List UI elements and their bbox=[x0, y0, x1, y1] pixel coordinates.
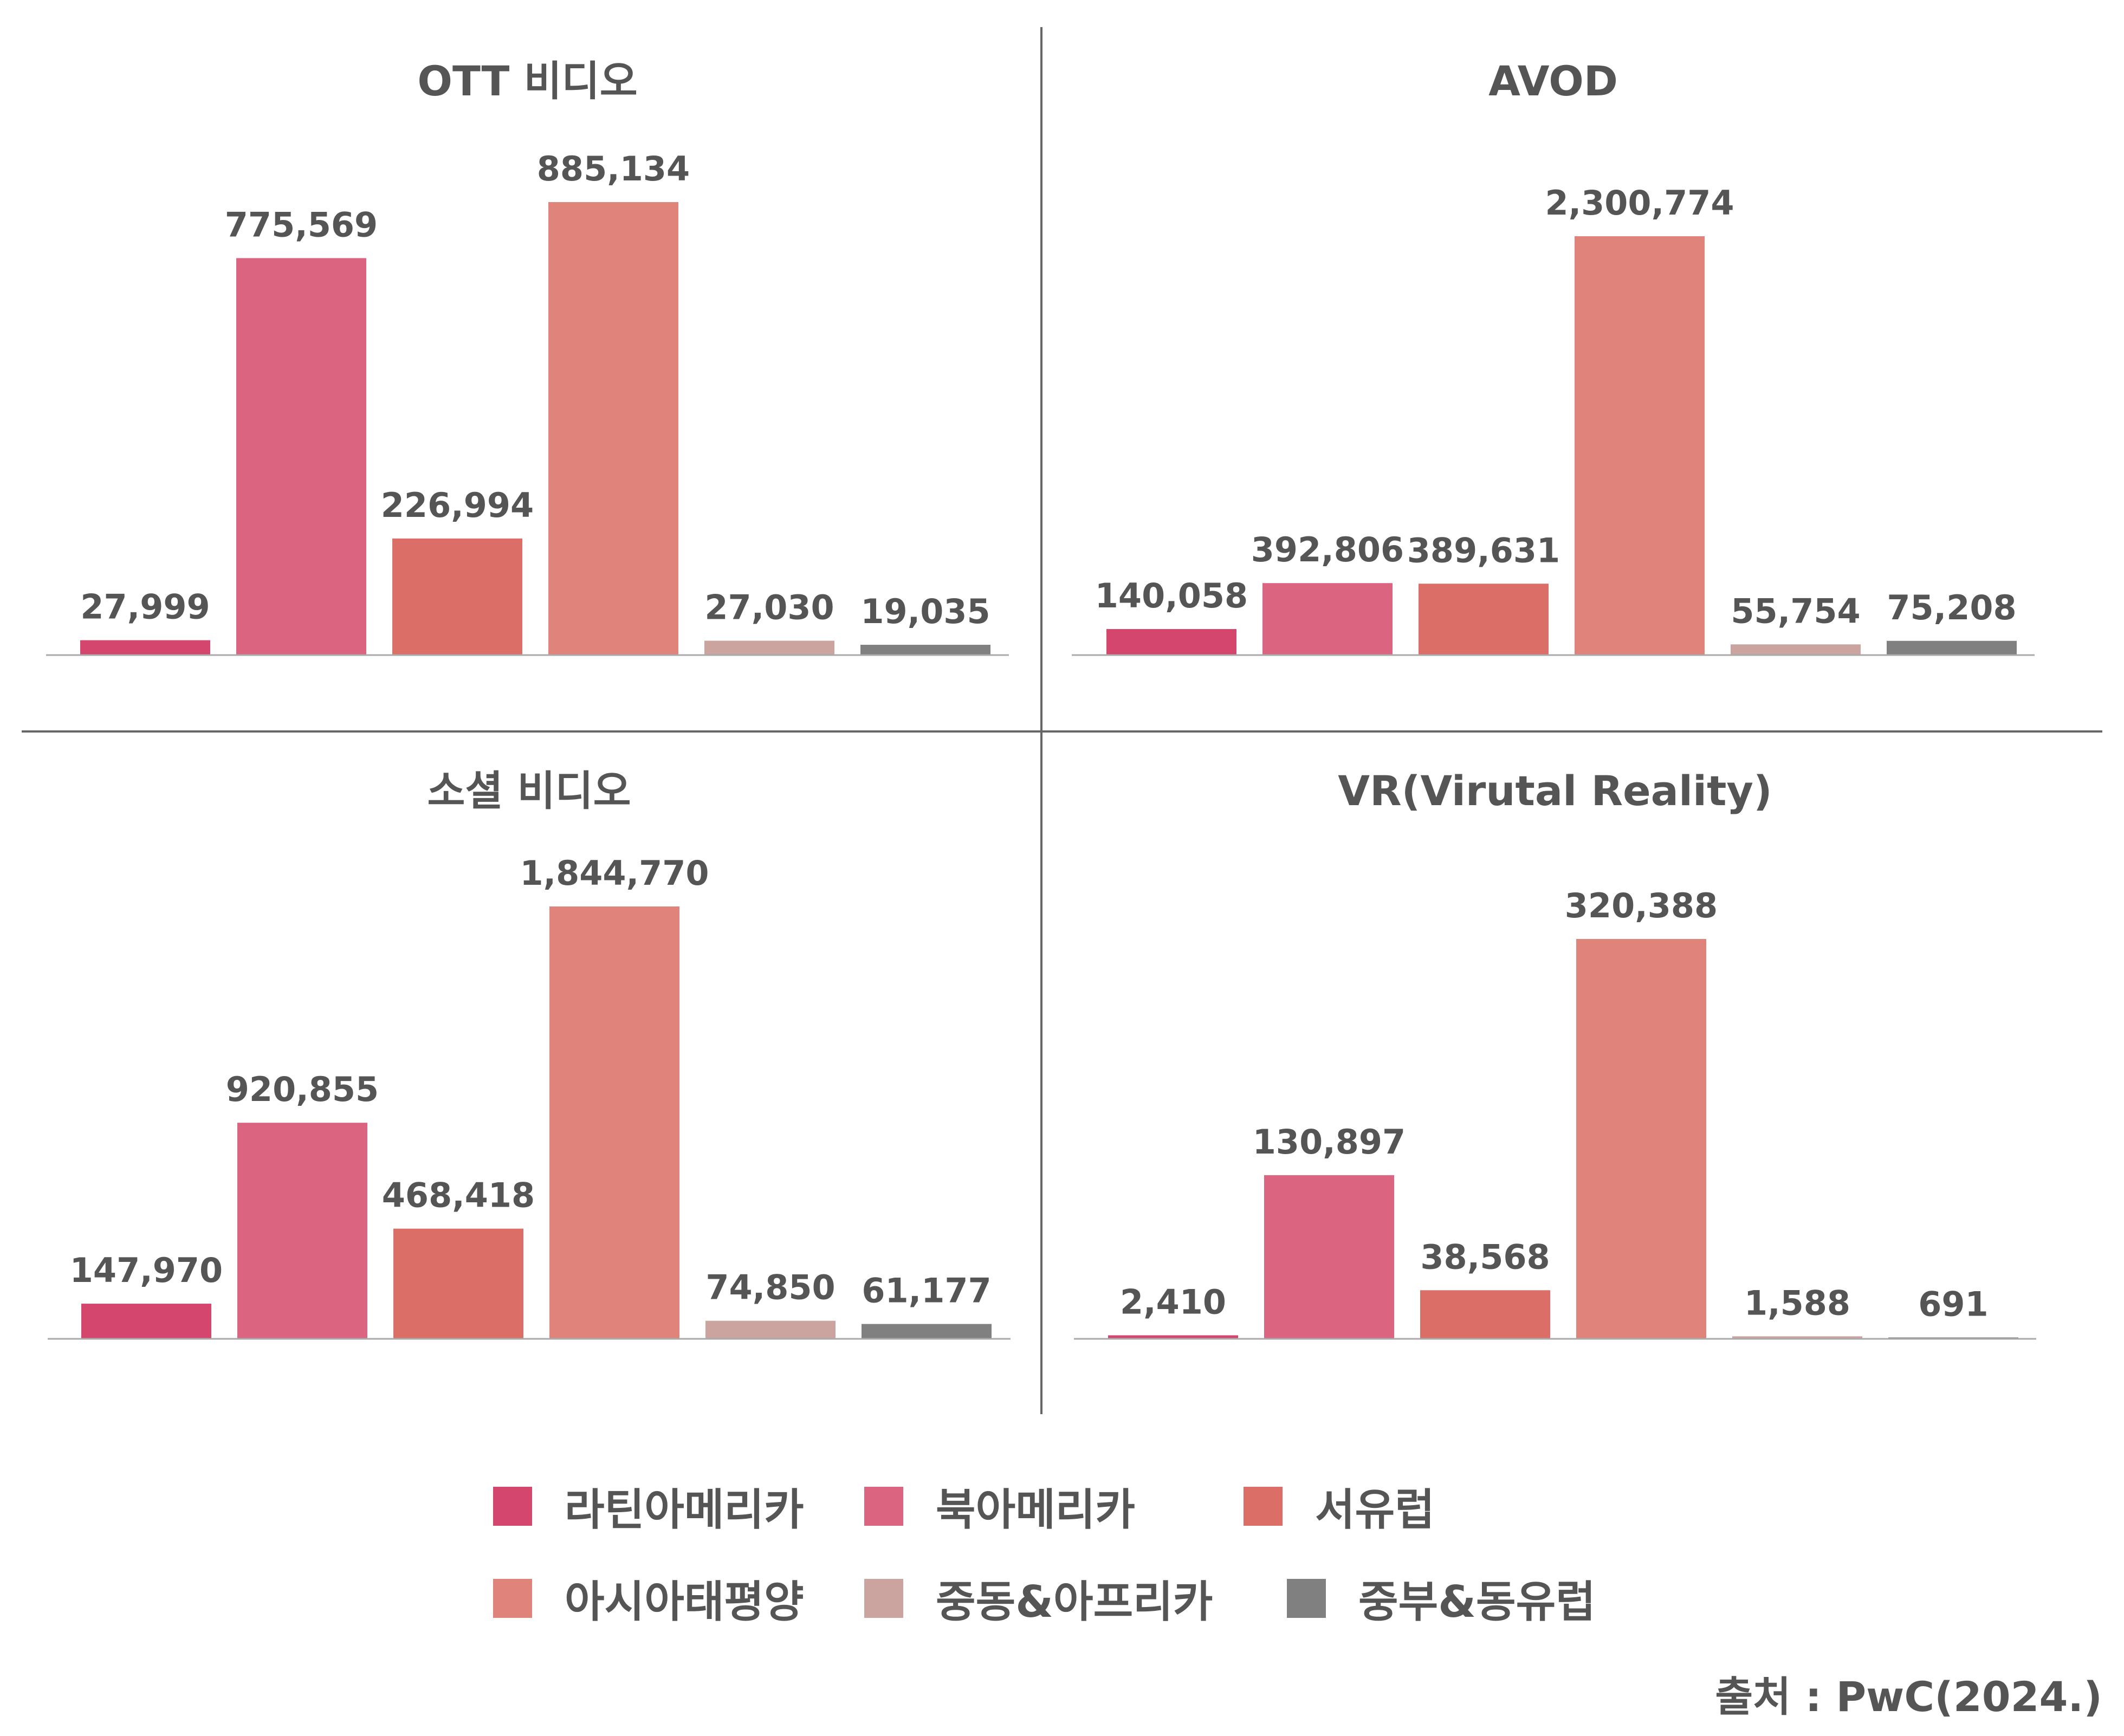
chart-panel-3: 소셜 비디오 147,970 920,855 468,418 1,844,770 74,8… bbox=[48, 767, 1011, 1340]
bar bbox=[548, 202, 678, 655]
data-label: 226,994 bbox=[381, 485, 534, 525]
bar bbox=[1887, 640, 2017, 655]
bar bbox=[80, 640, 210, 655]
bar bbox=[393, 1228, 523, 1338]
bar bbox=[392, 538, 522, 655]
chart-title: 소셜 비디오 bbox=[427, 767, 631, 815]
data-label: 1,844,770 bbox=[520, 853, 709, 893]
bar bbox=[1732, 1336, 1862, 1338]
legend-item-central-eastern-europe: 중부&동유럽 bbox=[1287, 1571, 1596, 1627]
bar bbox=[1575, 236, 1705, 655]
data-label: 75,208 bbox=[1887, 588, 2016, 627]
bar bbox=[1419, 584, 1549, 655]
data-label: 140,058 bbox=[1095, 576, 1248, 616]
source-note: 출처 : PwC(2024.) bbox=[1715, 1673, 2102, 1721]
data-label: 1,588 bbox=[1744, 1283, 1850, 1323]
bar bbox=[1262, 583, 1393, 655]
data-label: 27,030 bbox=[704, 588, 834, 627]
legend-item-latin-america: 라틴아메리카 bbox=[493, 1479, 804, 1535]
chart-title: OTT 비디오 bbox=[417, 57, 637, 105]
data-label: 61,177 bbox=[862, 1271, 991, 1311]
chart-title: AVOD bbox=[1488, 57, 1618, 105]
bar bbox=[1264, 1175, 1394, 1338]
data-label: 885,134 bbox=[537, 149, 690, 189]
legend-swatch bbox=[864, 1579, 903, 1618]
legend-label: 라틴아메리카 bbox=[565, 1485, 804, 1535]
bar bbox=[1106, 629, 1236, 655]
bar bbox=[704, 640, 834, 655]
legend-item-mea: 중동&아프리카 bbox=[864, 1571, 1213, 1627]
bar bbox=[1888, 1337, 2018, 1338]
legend-item-asia-pacific: 아시아태평양 bbox=[493, 1571, 804, 1627]
bar bbox=[862, 1324, 992, 1338]
data-label: 920,855 bbox=[226, 1070, 379, 1109]
bar bbox=[860, 645, 990, 655]
data-label: 392,806 bbox=[1251, 530, 1404, 569]
data-label: 55,754 bbox=[1731, 591, 1860, 631]
legend-swatch bbox=[1287, 1579, 1326, 1618]
chart-title: VR(Virutal Reality) bbox=[1338, 767, 1772, 815]
chart-panel-4: VR(Virutal Reality) 2,410 130,897 38,568 320… bbox=[1074, 767, 2036, 1340]
data-label: 147,970 bbox=[70, 1251, 223, 1290]
data-label: 468,418 bbox=[382, 1176, 535, 1215]
bar bbox=[81, 1304, 211, 1338]
legend-label: 중동&아프리카 bbox=[936, 1577, 1213, 1627]
data-label: 130,897 bbox=[1253, 1122, 1406, 1162]
data-label: 775,569 bbox=[225, 205, 378, 244]
legend-label: 북아메리카 bbox=[936, 1485, 1135, 1535]
legend-item-north-america: 북아메리카 bbox=[864, 1479, 1135, 1535]
legend-swatch bbox=[493, 1579, 532, 1618]
bar bbox=[1731, 644, 1861, 655]
bar bbox=[236, 258, 366, 655]
legend-swatch bbox=[1244, 1487, 1283, 1526]
bar bbox=[237, 1123, 367, 1338]
legend-label: 중부&동유럽 bbox=[1358, 1577, 1596, 1627]
data-label: 38,568 bbox=[1420, 1237, 1550, 1277]
data-label: 389,631 bbox=[1407, 530, 1560, 570]
data-label: 691 bbox=[1918, 1284, 1988, 1324]
data-label: 2,300,774 bbox=[1545, 183, 1734, 223]
data-label: 74,850 bbox=[705, 1268, 835, 1307]
bar bbox=[1576, 939, 1706, 1338]
bar bbox=[705, 1320, 836, 1338]
legend-swatch bbox=[493, 1487, 532, 1526]
data-label: 2,410 bbox=[1120, 1282, 1226, 1322]
data-label: 19,035 bbox=[860, 592, 990, 631]
data-label: 320,388 bbox=[1565, 886, 1718, 925]
bar bbox=[549, 906, 679, 1338]
legend-label: 아시아태평양 bbox=[565, 1577, 804, 1627]
chart-panel-1: OTT 비디오 27,999 775,569 226,994 885,134 27,030… bbox=[46, 57, 1009, 656]
bar bbox=[1420, 1290, 1550, 1338]
bar bbox=[1108, 1335, 1238, 1338]
legend-label: 서유럽 bbox=[1315, 1485, 1435, 1535]
legend-item-western-europe: 서유럽 bbox=[1244, 1479, 1435, 1535]
legend-swatch bbox=[864, 1487, 903, 1526]
data-label: 27,999 bbox=[80, 587, 210, 627]
